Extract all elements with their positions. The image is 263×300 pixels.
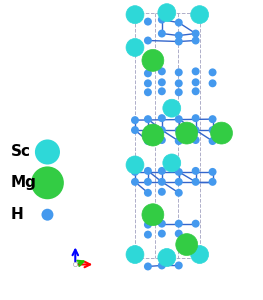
Circle shape [126,38,144,56]
Circle shape [176,234,198,256]
Circle shape [131,168,139,176]
Circle shape [158,30,166,38]
Circle shape [158,230,166,238]
Circle shape [158,68,166,75]
Circle shape [209,79,216,87]
Circle shape [144,167,152,175]
Circle shape [144,79,152,87]
Circle shape [175,262,183,269]
Circle shape [144,37,152,44]
Circle shape [158,126,166,134]
Circle shape [158,78,166,86]
Circle shape [158,16,166,24]
Circle shape [209,168,216,176]
Circle shape [131,126,139,134]
Circle shape [192,167,200,175]
Circle shape [192,78,200,86]
Circle shape [126,6,144,24]
Circle shape [144,18,152,26]
Circle shape [163,99,181,117]
Circle shape [175,88,183,96]
Circle shape [126,246,144,263]
Circle shape [158,167,166,175]
Circle shape [144,189,152,197]
Circle shape [158,4,176,22]
Circle shape [192,37,200,44]
Circle shape [142,204,164,226]
Circle shape [192,68,200,75]
Circle shape [209,126,216,134]
Circle shape [175,137,183,145]
Circle shape [192,220,200,228]
Circle shape [144,231,152,239]
Circle shape [131,178,139,186]
Circle shape [158,87,166,95]
Circle shape [211,122,232,144]
Text: H: H [11,207,23,222]
Circle shape [175,32,183,40]
Circle shape [192,30,200,38]
Circle shape [42,209,53,221]
Circle shape [144,88,152,96]
Circle shape [175,115,183,123]
Circle shape [175,178,183,186]
Circle shape [175,79,183,87]
Text: Sc: Sc [11,145,31,160]
Circle shape [144,126,152,134]
Circle shape [35,140,60,164]
Circle shape [144,137,152,145]
Circle shape [191,6,209,24]
Circle shape [144,115,152,123]
Circle shape [191,246,209,263]
Circle shape [192,114,200,122]
Circle shape [126,156,144,174]
Circle shape [209,137,216,145]
Circle shape [158,178,166,186]
Circle shape [144,178,152,186]
Text: Mg: Mg [11,175,37,190]
Circle shape [192,87,200,95]
Circle shape [175,230,183,238]
Circle shape [158,220,166,228]
Circle shape [192,136,200,144]
Circle shape [31,167,64,199]
Circle shape [158,136,166,144]
Circle shape [176,122,198,144]
Circle shape [175,19,183,27]
Circle shape [144,221,152,229]
Circle shape [192,126,200,134]
Circle shape [175,38,183,46]
Circle shape [158,188,166,196]
Circle shape [163,154,181,172]
Circle shape [131,116,139,124]
Circle shape [158,262,166,269]
Circle shape [192,178,200,186]
Circle shape [175,168,183,176]
Circle shape [175,220,183,228]
Circle shape [144,262,152,270]
Circle shape [175,189,183,197]
Circle shape [175,126,183,134]
Circle shape [144,69,152,77]
Circle shape [142,124,164,146]
Circle shape [209,68,216,76]
Circle shape [209,178,216,186]
Circle shape [158,248,176,266]
Circle shape [209,115,216,123]
Circle shape [142,50,164,71]
Circle shape [175,68,183,76]
Circle shape [158,114,166,122]
